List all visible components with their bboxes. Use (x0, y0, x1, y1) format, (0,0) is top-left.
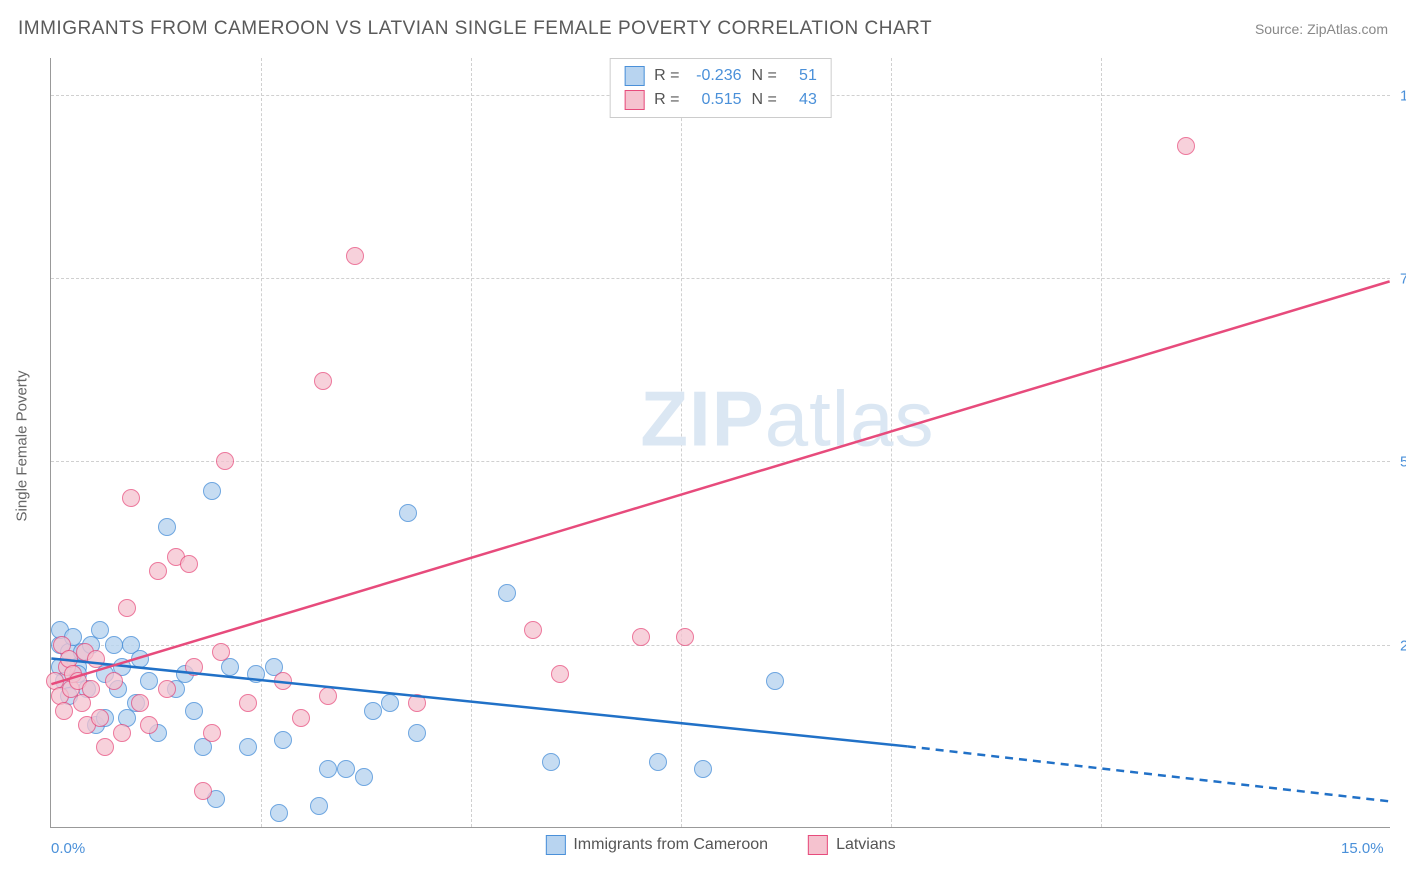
y-tick-label: 100.0% (1400, 87, 1406, 104)
n-label: N = (752, 64, 777, 88)
data-point-latvians (239, 694, 257, 712)
stats-legend-row-latvians: R = 0.515 N = 43 (624, 88, 817, 112)
n-value: 43 (787, 88, 817, 112)
data-point-cameroon (498, 584, 516, 602)
series-legend-item-latvians: Latvians (808, 835, 896, 855)
data-point-latvians (194, 782, 212, 800)
data-point-cameroon (408, 724, 426, 742)
stats-legend-row-cameroon: R = -0.236 N = 51 (624, 64, 817, 88)
data-point-latvians (1177, 137, 1195, 155)
r-label: R = (654, 64, 679, 88)
data-point-cameroon (399, 504, 417, 522)
data-point-cameroon (337, 760, 355, 778)
data-point-cameroon (766, 672, 784, 690)
series-legend-item-cameroon: Immigrants from Cameroon (545, 835, 768, 855)
data-point-latvians (292, 709, 310, 727)
y-axis-title: Single Female Poverty (14, 371, 31, 522)
data-point-cameroon (247, 665, 265, 683)
data-point-cameroon (270, 804, 288, 822)
y-tick-label: 25.0% (1400, 637, 1406, 654)
data-point-latvians (180, 555, 198, 573)
data-point-cameroon (158, 518, 176, 536)
data-point-latvians (158, 680, 176, 698)
y-tick-label: 50.0% (1400, 454, 1406, 471)
n-label: N = (752, 88, 777, 112)
data-point-latvians (131, 694, 149, 712)
data-point-cameroon (649, 753, 667, 771)
data-point-cameroon (381, 694, 399, 712)
data-point-cameroon (131, 650, 149, 668)
data-point-latvians (105, 672, 123, 690)
data-point-cameroon (310, 797, 328, 815)
r-label: R = (654, 88, 679, 112)
scatter-plot: ZIPatlas 25.0%50.0%75.0%100.0% R =-0.236… (50, 58, 1390, 828)
data-point-latvians (149, 562, 167, 580)
series-legend: Immigrants from Cameroon Latvians (545, 835, 895, 855)
y-tick-label: 75.0% (1400, 271, 1406, 288)
data-point-latvians (91, 709, 109, 727)
x-tick-label: 0.0% (51, 840, 85, 857)
data-point-cameroon (542, 753, 560, 771)
data-point-latvians (314, 372, 332, 390)
data-point-latvians (118, 599, 136, 617)
data-point-latvians (524, 621, 542, 639)
r-value: -0.236 (690, 64, 742, 88)
data-point-latvians (274, 672, 292, 690)
stats-legend: R = -0.236 N = 51 R = 0.515 N = 43 (609, 58, 832, 118)
data-point-latvians (319, 687, 337, 705)
data-point-latvians (113, 724, 131, 742)
data-point-cameroon (185, 702, 203, 720)
data-point-cameroon (239, 738, 257, 756)
data-point-cameroon (203, 482, 221, 500)
data-point-cameroon (91, 621, 109, 639)
chart-title: IMMIGRANTS FROM CAMEROON VS LATVIAN SING… (18, 18, 932, 40)
legend-swatch (545, 835, 565, 855)
data-point-cameroon (355, 768, 373, 786)
data-point-cameroon (105, 636, 123, 654)
legend-swatch (808, 835, 828, 855)
source-attribution: Source: ZipAtlas.com (1255, 21, 1388, 37)
data-point-latvians (408, 694, 426, 712)
data-point-latvians (140, 716, 158, 734)
legend-swatch (624, 66, 644, 86)
n-value: 51 (787, 64, 817, 88)
series-legend-label: Latvians (836, 836, 896, 854)
data-point-latvians (82, 680, 100, 698)
data-point-latvians (122, 489, 140, 507)
data-point-latvians (212, 643, 230, 661)
data-point-cameroon (694, 760, 712, 778)
data-point-latvians (185, 658, 203, 676)
data-point-latvians (87, 650, 105, 668)
data-point-latvians (203, 724, 221, 742)
data-point-latvians (632, 628, 650, 646)
data-point-latvians (96, 738, 114, 756)
legend-swatch (624, 90, 644, 110)
data-point-cameroon (364, 702, 382, 720)
data-point-cameroon (319, 760, 337, 778)
r-value: 0.515 (690, 88, 742, 112)
data-point-latvians (55, 702, 73, 720)
points-layer (51, 58, 1390, 827)
x-tick-label: 15.0% (1341, 840, 1384, 857)
data-point-latvians (216, 452, 234, 470)
data-point-latvians (346, 247, 364, 265)
data-point-latvians (676, 628, 694, 646)
series-legend-label: Immigrants from Cameroon (573, 836, 768, 854)
data-point-cameroon (140, 672, 158, 690)
data-point-cameroon (274, 731, 292, 749)
data-point-latvians (551, 665, 569, 683)
